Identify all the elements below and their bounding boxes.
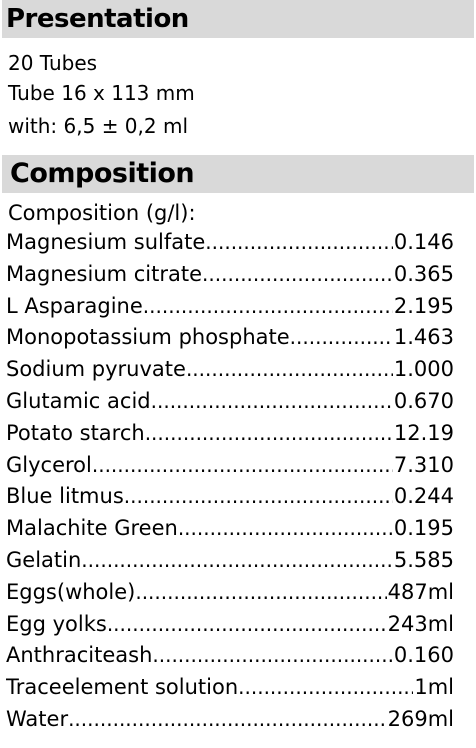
- ingredient-amount: 1ml: [414, 675, 454, 699]
- ingredient-amount: 0.146: [393, 230, 454, 254]
- ingredient-amount: 487ml: [387, 580, 454, 604]
- composition-row: Magnesium citrate 0.365: [6, 259, 454, 289]
- ingredient-name: Anthraciteash: [6, 643, 153, 667]
- ingredient-amount: 269ml: [387, 707, 454, 731]
- composition-row: Monopotassium phosphate 1.463: [6, 322, 454, 352]
- ingredient-amount: 1.463: [393, 325, 454, 349]
- ingredient-name: Magnesium sulfate: [6, 230, 206, 254]
- ingredient-amount: 0.160: [393, 643, 454, 667]
- ingredient-amount: 0.670: [393, 389, 454, 413]
- ingredient-name: Eggs(whole): [6, 580, 136, 604]
- composition-header: Composition: [2, 155, 474, 193]
- ingredient-name: Malachite Green: [6, 516, 178, 540]
- composition-row: Eggs(whole) 487ml: [6, 577, 454, 607]
- dot-leader: [202, 259, 393, 289]
- dot-leader: [151, 386, 393, 416]
- dot-leader: [186, 354, 393, 384]
- dot-leader: [205, 227, 393, 257]
- dot-leader: [145, 418, 393, 448]
- ingredient-amount: 5.585: [393, 548, 454, 572]
- ingredient-amount: 0.244: [393, 484, 454, 508]
- ingredient-name: Monopotassium phosphate: [6, 325, 290, 349]
- composition-subtitle: Composition (g/l):: [8, 201, 196, 225]
- dot-leader: [135, 577, 386, 607]
- dot-leader: [92, 450, 393, 480]
- composition-row: Egg yolks 243ml: [6, 609, 454, 639]
- ingredient-amount: 2.195: [393, 294, 454, 318]
- dot-leader: [81, 545, 393, 575]
- ingredient-name: Glutamic acid: [6, 389, 151, 413]
- ingredient-name: Water: [6, 707, 69, 731]
- composition-row: Malachite Green 0.195: [6, 513, 454, 543]
- composition-row: Traceelement solution 1ml: [6, 672, 454, 702]
- ingredient-amount: 12.19: [393, 421, 454, 445]
- composition-row: Blue litmus 0.244: [6, 481, 454, 511]
- dot-leader: [68, 704, 387, 734]
- composition-row: Sodium pyruvate 1.000: [6, 354, 454, 384]
- ingredient-amount: 1.000: [393, 357, 454, 381]
- composition-row: Water 269ml: [6, 704, 454, 734]
- presentation-header: Presentation: [2, 0, 474, 38]
- dot-leader: [152, 640, 393, 670]
- ingredient-name: Glycerol: [6, 453, 92, 477]
- ingredient-amount: 0.195: [393, 516, 454, 540]
- composition-row: Glycerol 7.310: [6, 450, 454, 480]
- ingredient-amount: 0.365: [393, 262, 454, 286]
- dot-leader: [290, 322, 393, 352]
- presentation-line: with: 6,5 ± 0,2 ml: [8, 114, 189, 138]
- ingredient-name: Magnesium citrate: [6, 262, 203, 286]
- ingredient-name: Egg yolks: [6, 612, 107, 636]
- ingredient-amount: 243ml: [387, 612, 454, 636]
- presentation-line: 20 Tubes: [8, 51, 98, 75]
- presentation-line: Tube 16 x 113 mm: [8, 81, 195, 105]
- composition-row: Gelatin 5.585: [6, 545, 454, 575]
- ingredient-name: Blue litmus: [6, 484, 124, 508]
- dot-leader: [107, 609, 387, 639]
- dot-leader: [178, 513, 393, 543]
- ingredient-name: L Asparagine: [6, 294, 143, 318]
- composition-row: Anthraciteash 0.160: [6, 640, 454, 670]
- ingredient-name: Gelatin: [6, 548, 82, 572]
- composition-row: Potato starch 12.19: [6, 418, 454, 448]
- dot-leader: [143, 291, 393, 321]
- dot-leader: [238, 672, 413, 702]
- composition-row: Glutamic acid 0.670: [6, 386, 454, 416]
- ingredient-name: Potato starch: [6, 421, 145, 445]
- ingredient-name: Sodium pyruvate: [6, 357, 186, 381]
- composition-row: Magnesium sulfate 0.146: [6, 227, 454, 257]
- dot-leader: [124, 481, 393, 511]
- composition-row: L Asparagine 2.195: [6, 291, 454, 321]
- ingredient-name: Traceelement solution: [6, 675, 239, 699]
- ingredient-amount: 7.310: [393, 453, 454, 477]
